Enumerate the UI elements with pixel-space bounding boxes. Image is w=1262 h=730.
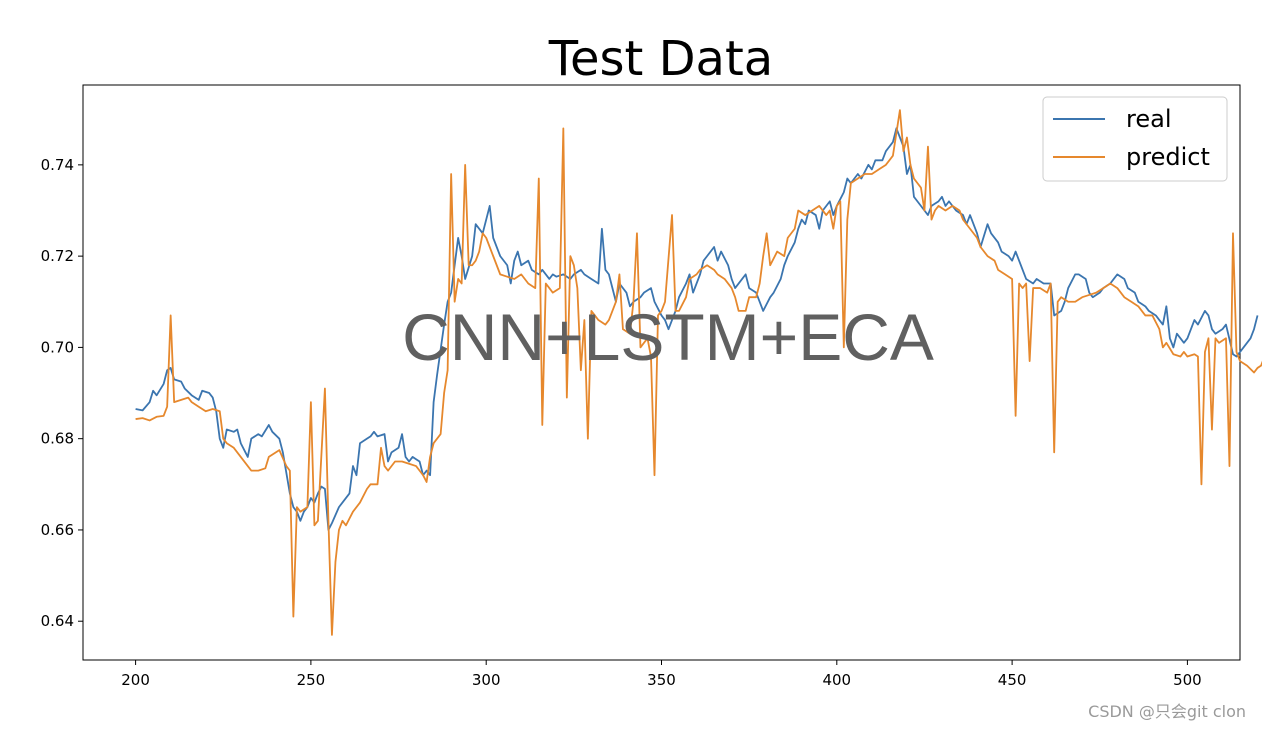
y-tick-label: 0.68 [41, 430, 74, 448]
watermark: CSDN @只会git clon [1088, 702, 1246, 721]
y-tick-label: 0.66 [41, 521, 74, 539]
x-tick-label: 300 [472, 671, 501, 689]
x-tick-label: 250 [297, 671, 326, 689]
annotation-label: CNN+LSTM+ECA [402, 300, 934, 374]
chart-title: Test Data [548, 31, 773, 87]
x-tick-label: 450 [998, 671, 1027, 689]
legend: real predict [1042, 96, 1228, 182]
y-tick-label: 0.64 [41, 612, 74, 630]
x-tick-label: 200 [121, 671, 150, 689]
x-tick-label: 400 [822, 671, 851, 689]
y-tick-label: 0.74 [41, 156, 74, 174]
x-tick-label: 350 [647, 671, 676, 689]
legend-label-predict: predict [1126, 143, 1210, 171]
x-tick-label: 500 [1173, 671, 1202, 689]
y-tick-label: 0.72 [41, 247, 74, 265]
series-line-predict [135, 109, 1262, 636]
legend-label-real: real [1126, 105, 1171, 133]
series-layer [135, 109, 1262, 636]
y-axis: 0.64 0.66 0.68 0.70 0.72 0.74 [41, 156, 83, 630]
y-tick-label: 0.70 [41, 338, 74, 356]
x-axis: 200 250 300 350 400 450 500 [121, 660, 1202, 689]
